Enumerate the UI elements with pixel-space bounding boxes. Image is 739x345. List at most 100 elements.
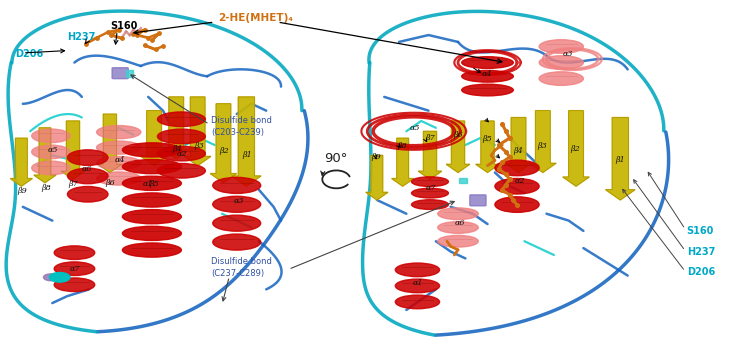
Polygon shape bbox=[563, 111, 589, 186]
Text: α5: α5 bbox=[410, 124, 420, 131]
Text: α6: α6 bbox=[82, 165, 92, 173]
Point bbox=[132, 32, 143, 38]
Point bbox=[511, 203, 523, 208]
Ellipse shape bbox=[54, 246, 95, 259]
Ellipse shape bbox=[462, 57, 514, 68]
Point bbox=[497, 122, 508, 127]
Polygon shape bbox=[34, 128, 56, 183]
Ellipse shape bbox=[123, 143, 181, 157]
Ellipse shape bbox=[495, 178, 539, 194]
Point bbox=[146, 38, 158, 43]
Ellipse shape bbox=[213, 234, 261, 250]
Text: β3: β3 bbox=[194, 142, 204, 150]
Text: β6: β6 bbox=[106, 178, 115, 187]
Polygon shape bbox=[605, 118, 635, 200]
Ellipse shape bbox=[437, 221, 478, 233]
Ellipse shape bbox=[54, 278, 95, 292]
Polygon shape bbox=[505, 118, 532, 172]
Ellipse shape bbox=[123, 193, 181, 207]
Ellipse shape bbox=[495, 197, 539, 213]
Polygon shape bbox=[476, 121, 500, 172]
Polygon shape bbox=[210, 104, 236, 183]
Point bbox=[500, 128, 512, 134]
Ellipse shape bbox=[123, 226, 181, 240]
Polygon shape bbox=[530, 111, 556, 172]
Text: β5: β5 bbox=[150, 179, 160, 188]
Point bbox=[493, 166, 505, 172]
Ellipse shape bbox=[32, 129, 70, 143]
Text: α1: α1 bbox=[143, 180, 154, 188]
Text: α3: α3 bbox=[234, 197, 245, 205]
Text: α4: α4 bbox=[115, 156, 126, 164]
Point bbox=[80, 41, 92, 47]
Text: β1: β1 bbox=[242, 151, 252, 159]
Point bbox=[139, 42, 151, 48]
Ellipse shape bbox=[462, 70, 514, 82]
Ellipse shape bbox=[495, 160, 539, 176]
Text: β2: β2 bbox=[219, 147, 229, 155]
Point bbox=[500, 171, 512, 177]
Text: β7: β7 bbox=[69, 180, 78, 188]
Ellipse shape bbox=[437, 235, 478, 247]
Text: β3: β3 bbox=[538, 142, 548, 150]
Text: β9: β9 bbox=[17, 187, 27, 195]
Polygon shape bbox=[184, 97, 211, 166]
Text: β5: β5 bbox=[483, 135, 492, 143]
Text: β4: β4 bbox=[514, 147, 523, 155]
Ellipse shape bbox=[213, 196, 261, 212]
Text: (C203-C239): (C203-C239) bbox=[211, 128, 264, 137]
FancyBboxPatch shape bbox=[470, 195, 486, 206]
Polygon shape bbox=[61, 121, 85, 179]
Text: 90°: 90° bbox=[324, 152, 348, 165]
Text: α5: α5 bbox=[48, 146, 58, 154]
Ellipse shape bbox=[54, 262, 95, 276]
Point bbox=[157, 43, 169, 49]
Text: S160: S160 bbox=[687, 226, 714, 236]
Point bbox=[497, 187, 508, 193]
Polygon shape bbox=[10, 138, 33, 186]
Point bbox=[154, 31, 166, 36]
Point bbox=[102, 30, 114, 35]
Text: Disulfide bond: Disulfide bond bbox=[211, 257, 272, 266]
Ellipse shape bbox=[123, 176, 181, 190]
Point bbox=[150, 47, 162, 52]
Ellipse shape bbox=[97, 172, 141, 185]
Ellipse shape bbox=[412, 188, 449, 198]
Text: D206: D206 bbox=[687, 267, 715, 277]
Point bbox=[106, 32, 118, 38]
Ellipse shape bbox=[32, 145, 70, 159]
Polygon shape bbox=[446, 121, 470, 172]
Ellipse shape bbox=[157, 164, 205, 178]
Point bbox=[117, 36, 129, 41]
Point bbox=[500, 149, 512, 155]
Circle shape bbox=[50, 273, 70, 282]
Ellipse shape bbox=[395, 295, 440, 309]
Text: Disulfide bond: Disulfide bond bbox=[211, 116, 272, 125]
Text: α7: α7 bbox=[426, 184, 436, 193]
Polygon shape bbox=[98, 114, 122, 172]
Ellipse shape bbox=[32, 161, 70, 175]
Polygon shape bbox=[163, 97, 189, 159]
Ellipse shape bbox=[123, 209, 181, 224]
Point bbox=[113, 27, 125, 33]
Circle shape bbox=[44, 274, 58, 281]
Bar bbox=[126, 70, 134, 77]
Text: H237: H237 bbox=[67, 32, 95, 42]
Ellipse shape bbox=[123, 243, 181, 257]
Text: H237: H237 bbox=[687, 247, 715, 257]
Point bbox=[91, 35, 103, 41]
Text: β4: β4 bbox=[172, 145, 182, 153]
Ellipse shape bbox=[123, 159, 181, 174]
Ellipse shape bbox=[412, 200, 449, 209]
Ellipse shape bbox=[412, 177, 449, 187]
FancyBboxPatch shape bbox=[112, 68, 129, 79]
Point bbox=[139, 27, 151, 33]
Text: α1: α1 bbox=[412, 279, 423, 287]
Point bbox=[504, 177, 516, 182]
Text: β1: β1 bbox=[615, 156, 625, 164]
Ellipse shape bbox=[395, 263, 440, 277]
Ellipse shape bbox=[157, 112, 205, 127]
Text: β6: β6 bbox=[453, 131, 463, 139]
Text: α2: α2 bbox=[515, 177, 525, 186]
Ellipse shape bbox=[67, 168, 108, 184]
